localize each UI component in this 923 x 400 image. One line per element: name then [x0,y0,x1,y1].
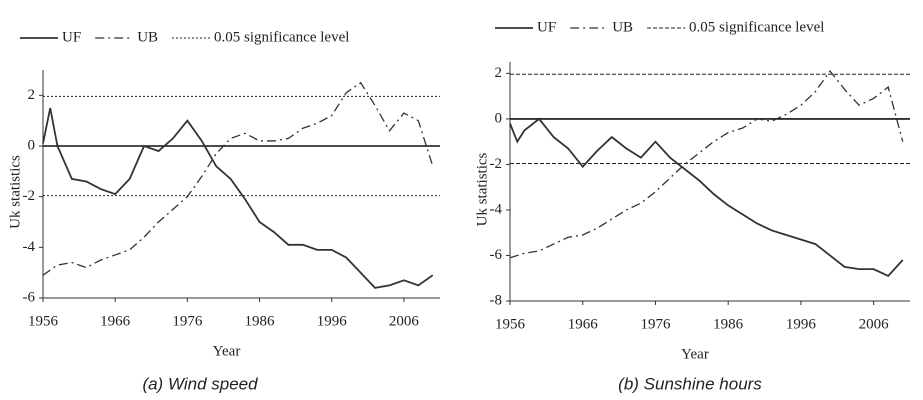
y-axis-label: Uk statistics [474,152,490,226]
caption cap: (b) Sunshine hours [618,374,762,393]
y-tick-label: -6 [490,247,503,263]
legend-label: 0.05 significance level [689,19,824,35]
legend-label: UF [537,19,556,35]
y-tick-label: -2 [490,156,503,172]
series-line [509,70,904,259]
y-tick-label: -8 [490,292,503,308]
y-axis-label: Uk statistics [7,155,23,229]
y-tick-label: 0 [495,110,503,126]
y-tick-label: -6 [23,289,36,305]
y-tick-label: 2 [495,65,503,81]
y-tick-label: -2 [23,188,36,204]
legend-label: 0.05 significance level [214,29,349,45]
x-tick-label: 1956 [28,313,59,329]
y-tick-label: 2 [28,87,36,103]
x-tick-label: 1956 [495,316,526,332]
x-tick-label: 1966 [568,316,599,332]
legend-label: UB [137,29,158,45]
x-axis-label: Year [681,346,709,362]
x-tick-label: 1996 [786,316,817,332]
x-tick-label: 2006 [859,316,890,332]
y-tick-label: -4 [490,201,503,217]
legend-label: UF [62,29,81,45]
legend-label: UB [612,19,633,35]
series-line [42,107,434,289]
y-tick-label: 0 [28,137,36,153]
x-tick-label: 1966 [100,313,131,329]
x-tick-label: 2006 [389,313,420,329]
series-line [509,117,904,278]
x-tick-label: 1986 [245,313,276,329]
series-line [42,81,434,276]
x-tick-label: 1996 [317,313,348,329]
x-tick-label: 1976 [172,313,203,329]
x-tick-label: 1986 [713,316,744,332]
x-axis-label: Year [213,343,241,359]
caption cap: (a) Wind speed [142,374,258,393]
x-tick-label: 1976 [640,316,671,332]
y-tick-label: -4 [23,239,36,255]
